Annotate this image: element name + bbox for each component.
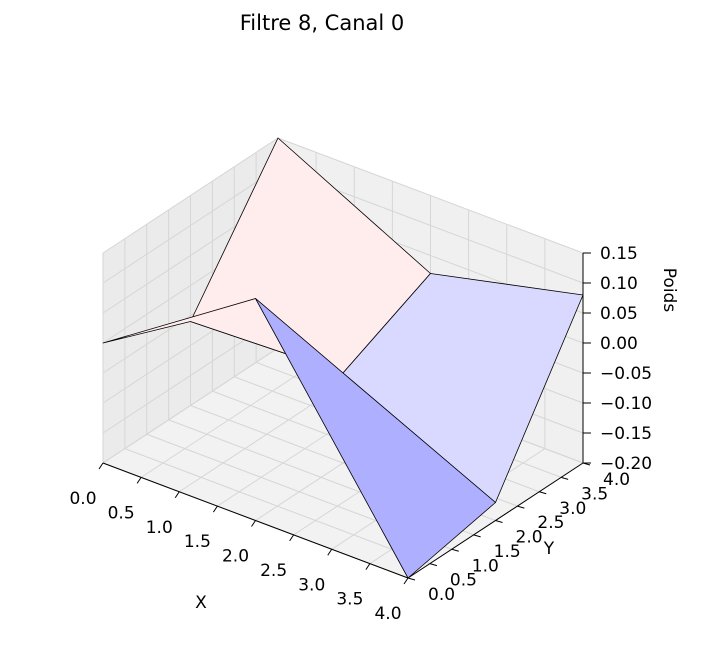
y-tick-label: 0.0 (428, 585, 455, 605)
x-tick-mark (403, 577, 409, 585)
y-tick-mark (495, 520, 503, 523)
y-tick-mark (473, 534, 481, 538)
axes-lines (98, 252, 591, 585)
x-tick-label: 4.0 (374, 604, 401, 624)
x-axis-label: X (195, 593, 207, 613)
left-gridline-z (102, 167, 279, 284)
surface-face (255, 298, 496, 579)
y-tick-mark (429, 563, 438, 567)
x-tick-label: 1.0 (146, 518, 173, 538)
x-tick-mark (289, 534, 295, 542)
x-tick-label: 0.5 (108, 503, 135, 523)
y-tick-label: 2.5 (537, 513, 564, 533)
y-tick-mark (451, 548, 459, 552)
left-gridline-z (102, 137, 279, 254)
y-tick-label: 1.0 (472, 556, 499, 576)
y-tick-label: 3.5 (581, 484, 608, 504)
chart-title: Filtre 8, Canal 0 (240, 11, 405, 35)
y-tick-mark (560, 476, 569, 480)
y-tick-label: 1.5 (494, 542, 521, 562)
z-tick-label: −0.20 (600, 454, 652, 474)
x-tick-mark (212, 505, 218, 513)
y-tick-label: 2.0 (516, 528, 543, 548)
y-tick-label: 3.0 (559, 499, 586, 519)
z-axis-label: Poids (659, 268, 679, 313)
y-axis-label: Y (543, 539, 555, 559)
surface (102, 137, 584, 579)
z-tick-label: 0.00 (600, 334, 638, 354)
x-tick-label: 0.0 (69, 489, 96, 509)
y-tick-label: 0.5 (450, 571, 477, 591)
z-tick-label: −0.10 (600, 394, 652, 414)
x-tick-mark (174, 491, 180, 499)
x-tick-mark (327, 548, 333, 556)
y-tick-mark (517, 505, 525, 509)
z-tick-label: −0.15 (600, 424, 652, 444)
z-tick-label: 0.05 (600, 304, 638, 324)
y-tick-mark (539, 491, 547, 495)
x-tick-mark (251, 520, 256, 527)
x-tick-label: 1.5 (184, 532, 211, 552)
z-tick-label: 0.10 (600, 274, 638, 294)
back-gridline-z (277, 137, 584, 254)
x-tick-mark (98, 462, 104, 470)
y-tick-mark (407, 577, 416, 581)
z-tick-label: 0.15 (600, 244, 638, 264)
tick-labels: 0.00.51.01.52.02.53.03.54.00.00.51.01.52… (69, 244, 652, 624)
z-tick-label: −0.05 (600, 364, 652, 384)
x-tick-mark (136, 477, 142, 484)
x-tick-label: 3.0 (298, 575, 325, 595)
y-tick-label: 4.0 (603, 470, 630, 490)
floor-gridline-y (124, 448, 431, 565)
left-gridline-z (102, 347, 279, 464)
x-tick-mark (365, 563, 371, 570)
x-tick-label: 2.0 (222, 547, 249, 567)
x-tick-label: 3.5 (336, 590, 363, 610)
x-tick-label: 2.5 (260, 561, 287, 581)
